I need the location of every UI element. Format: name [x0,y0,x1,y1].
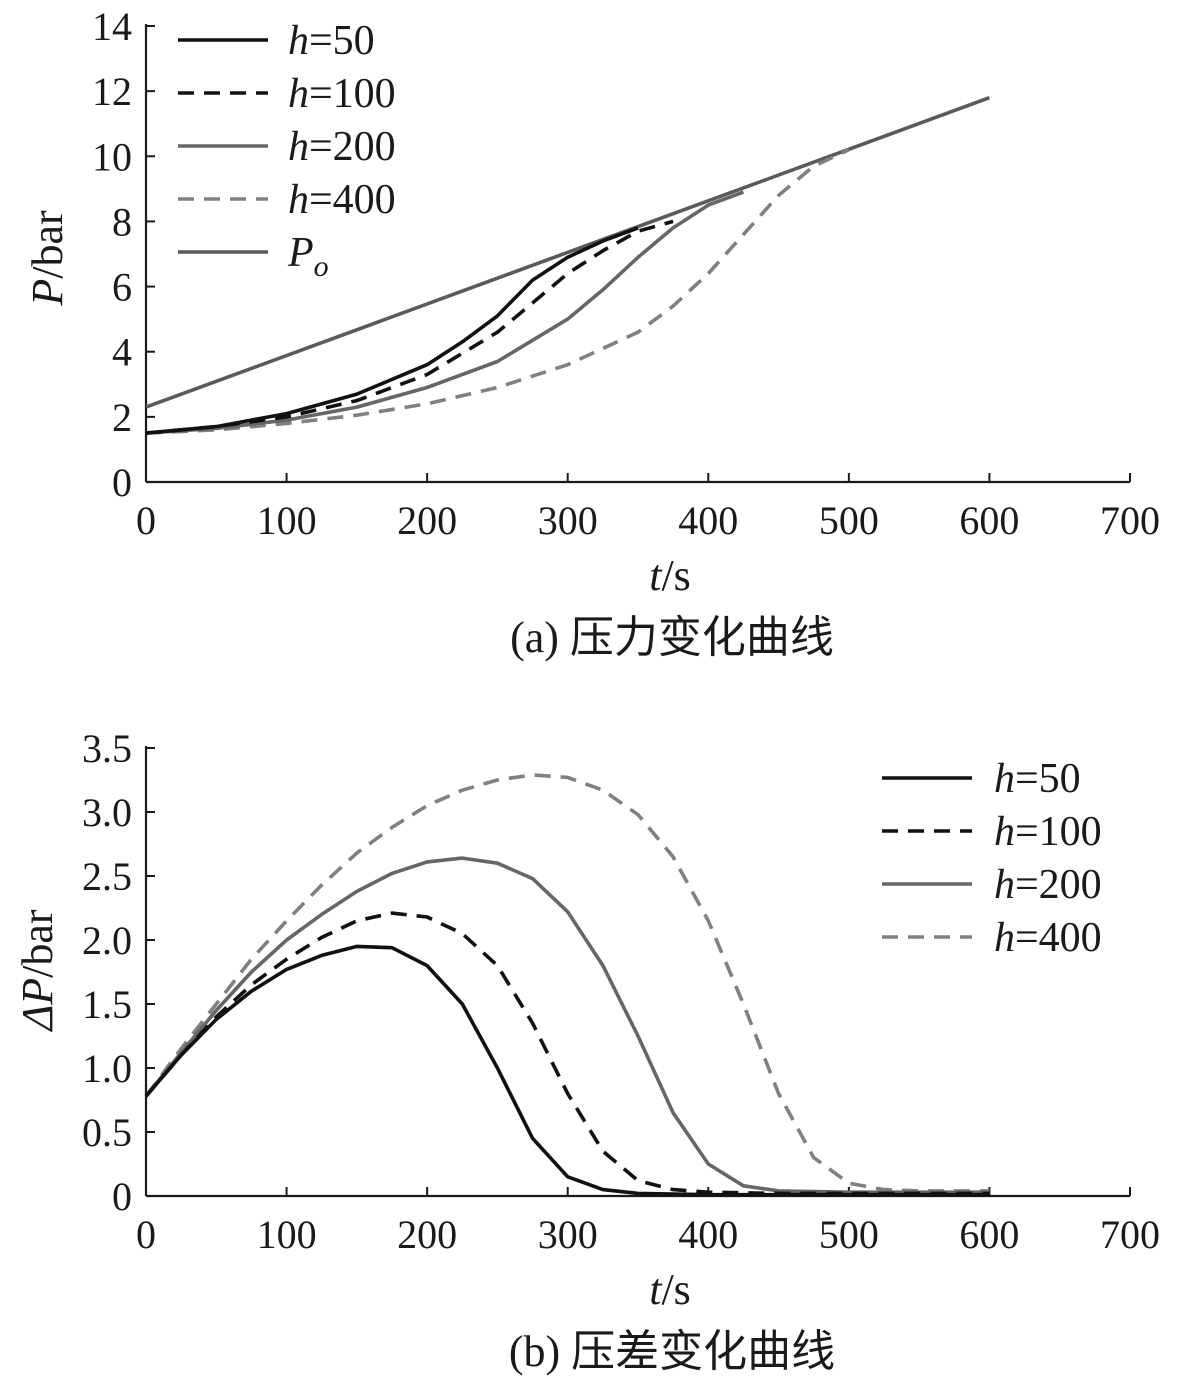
y-tick-label: 0 [112,1174,132,1219]
x-tick-label: 300 [538,1212,598,1257]
y-tick-label: 14 [92,4,132,49]
y-axis-label: P/bar [23,210,72,307]
legend-label: h=200 [288,124,396,170]
legend-label: Po [287,230,329,283]
x-tick-label: 200 [397,1212,457,1257]
series-line-h200 [144,856,990,1194]
legend-label: h=400 [288,177,396,223]
series-line-h50 [145,226,639,435]
series-line-h100 [145,219,674,435]
legend-label: h=400 [994,915,1102,961]
y-tick-label: 10 [92,134,132,179]
x-tick-label: 200 [397,498,457,543]
x-tick-label: 600 [959,1212,1019,1257]
chart-b: 0 100 200 300 400 500 600 700 0 0.5 1.0 1.5 2.0 2.5 3.… [13,726,1160,1376]
y-tick-label: 0 [112,460,132,505]
series-line-po [145,96,991,409]
y-tick-label: 1.5 [82,982,132,1027]
x-tick-label: 0 [136,498,156,543]
y-tick-label: 0.5 [82,1110,132,1155]
x-axis-var: t [649,551,663,600]
y-tick-label: 3.0 [82,790,132,835]
y-tick-label: 12 [92,69,132,114]
x-axis-label: t/s [649,551,691,600]
y-axis-unit: /bar [13,909,62,978]
x-tick-label: 400 [678,498,738,543]
x-tick-label: 700 [1100,498,1160,543]
legend-label: h=100 [994,809,1102,855]
legend-label: h=50 [994,756,1081,802]
legend-label: h=100 [288,71,396,117]
x-tick-label: 500 [819,1212,879,1257]
x-axis-label: t/s [649,1265,691,1314]
y-axis-var: ΔP [13,978,62,1033]
series-line-h50 [144,944,990,1197]
y-tick-label: 8 [112,199,132,244]
figure-caption: (b) 压差变化曲线 [509,1327,835,1376]
legend-label: h=50 [288,18,375,64]
y-tick-label: 2.5 [82,854,132,899]
y-tick-label: 6 [112,265,132,310]
legend: h=50 h=100 h=200 h=400 [882,756,1102,961]
y-tick-label: 3.5 [82,726,132,771]
y-axis-label: ΔP/bar [13,909,62,1032]
x-tick-label: 500 [819,498,879,543]
x-axis-unit: /s [661,1265,690,1314]
y-tick-label: 2.0 [82,918,132,963]
series-line-h200 [145,190,745,435]
x-tick-label: 600 [959,498,1019,543]
x-axis-unit: /s [661,551,690,600]
x-axis-var: t [649,1265,663,1314]
figure-caption: (a) 压力变化曲线 [510,613,834,662]
series-line-h400 [144,773,990,1193]
y-axis-var: P [23,279,72,307]
x-tick-label: 100 [257,498,317,543]
y-tick-label: 2 [112,395,132,440]
y-tick-label: 4 [112,330,132,375]
legend-label: h=200 [994,862,1102,908]
legend: h=50 h=100 h=200 h=400 Po [178,18,396,283]
x-tick-label: 100 [257,1212,317,1257]
x-tick-label: 700 [1100,1212,1160,1257]
x-tick-label: 0 [136,1212,156,1257]
y-axis-unit: /bar [23,210,72,279]
x-tick-label: 400 [678,1212,738,1257]
y-tick-label: 1.0 [82,1046,132,1091]
chart-a: 0 100 200 300 400 500 600 700 0 2 4 6 8 10 12 14 t/s P/ba… [23,4,1160,662]
x-tick-label: 300 [538,498,598,543]
